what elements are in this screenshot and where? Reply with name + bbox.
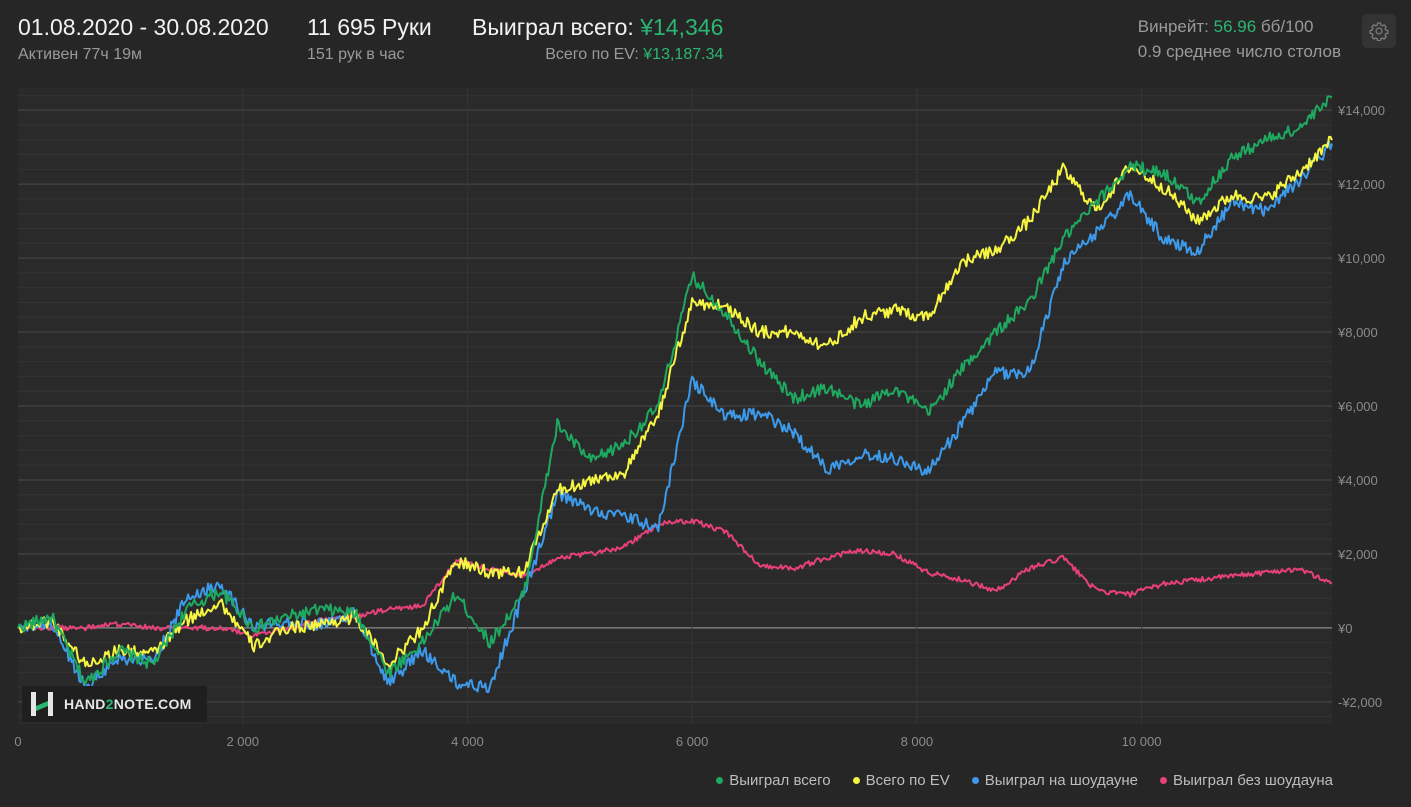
legend-item-won-total[interactable]: Выиграл всего [716,772,831,789]
winnings-block: Выиграл всего: ¥14,346 Всего по EV: ¥13,… [472,14,723,64]
y-tick-label: ¥4,000 [1337,473,1378,488]
legend-dot-won-total [716,777,724,784]
gear-icon [1369,22,1389,41]
legend-item-won-no-showdown[interactable]: Выиграл без шоудауна [1160,772,1333,789]
x-tick-label: 10 000 [1122,734,1162,749]
ev-total-value: ¥13,187.34 [643,46,724,63]
avg-tables: 0.9 среднее число столов [1137,42,1341,61]
legend-label-won-showdown: Выиграл на шоудауне [984,772,1139,789]
hand2note-logo-icon [31,692,53,716]
winrate-label: Винрейт: [1137,17,1209,36]
series-won-showdown [17,140,1333,693]
y-tick-label: ¥10,000 [1337,251,1385,266]
series-lines [17,95,1333,693]
x-tick-label: 8 000 [901,734,934,749]
legend-item-won-showdown[interactable]: Выиграл на шоудауне [971,772,1139,789]
y-tick-label: ¥12,000 [1337,177,1385,192]
series-ev-total [17,135,1333,670]
won-total-label: Выиграл всего: [472,14,634,40]
settings-button[interactable] [1362,14,1396,48]
y-tick-label: ¥8,000 [1337,325,1378,340]
y-tick-label: ¥2,000 [1337,547,1378,562]
minor-grid [18,94,1332,718]
winrate-block: Винрейт: 56.96 бб/100 0.9 среднее число … [1138,14,1341,62]
hand2note-logo-text: HAND2NOTE.COM [64,696,192,712]
legend-dot-won-no-showdown [1160,777,1168,784]
series-won-no-showdown [17,518,1333,639]
won-total-value: ¥14,346 [640,14,724,40]
x-tick-label: 6 000 [676,734,709,749]
y-tick-label: ¥6,000 [1337,399,1378,414]
hand2note-logo: HAND2NOTE.COM [22,686,207,722]
hands-per-hour: 151 рук в час [307,46,405,63]
x-axis-labels: 0 2 000 4 000 6 000 8 000 10 000 [14,734,1161,749]
x-tick-label: 4 000 [451,734,484,749]
hands-block: 11 695 Руки 151 рук в час [307,14,432,64]
major-grid [18,109,1332,703]
legend-label-won-total: Выиграл всего [729,772,831,789]
date-range[interactable]: 01.08.2020 - 30.08.2020 [18,14,269,40]
y-tick-label: ¥14,000 [1337,103,1385,118]
y-axis-labels: -¥2,000 ¥0 ¥2,000 ¥4,000 ¥6,000 ¥8,000 ¥10,000… [1337,103,1385,710]
winrate-value: 56.96 [1213,17,1257,36]
vertical-grid [242,88,1143,724]
legend-dot-ev-total [852,777,860,784]
legend-dot-won-showdown [971,777,979,784]
ev-total-label: Всего по EV: [545,46,639,63]
chart-legend: Выиграл всего Всего по EV Выиграл на шоу… [716,772,1333,789]
hands-total: 11 695 Руки [307,14,432,40]
legend-label-won-no-showdown: Выиграл без шоудауна [1173,772,1333,789]
x-tick-label: 0 [14,734,21,749]
y-tick-label: ¥0 [1337,621,1352,636]
legend-label-ev-total: Всего по EV [865,772,950,789]
date-range-block: 01.08.2020 - 30.08.2020 Активен 77ч 19м [18,14,269,64]
legend-item-ev-total[interactable]: Всего по EV [852,772,950,789]
active-time: Активен 77ч 19м [18,46,142,63]
y-tick-label: -¥2,000 [1338,695,1382,710]
series-won-total [17,95,1333,685]
winrate-unit: бб/100 [1260,17,1314,36]
x-tick-label: 2 000 [226,734,259,749]
